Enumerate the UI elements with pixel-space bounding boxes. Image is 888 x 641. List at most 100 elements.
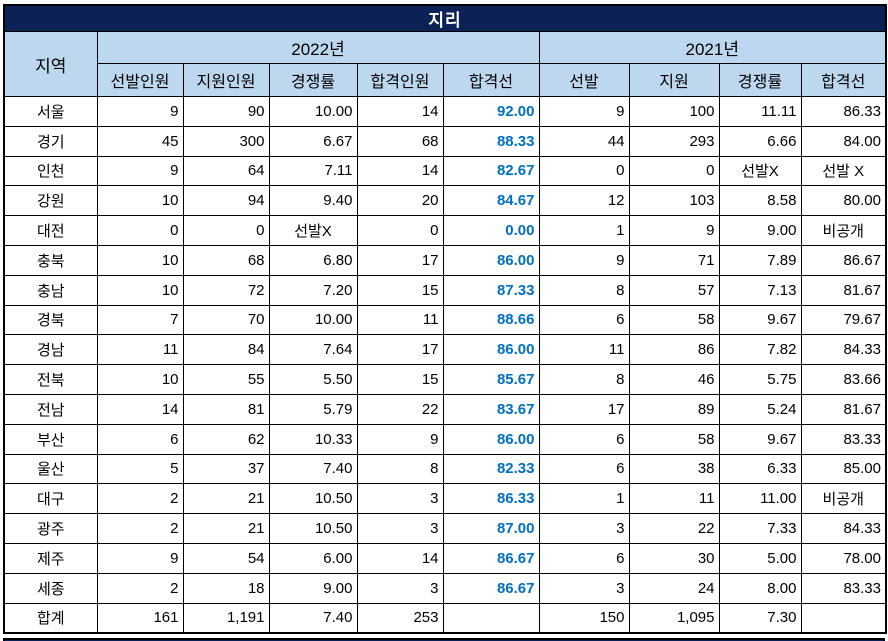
- value-cell: 83.66: [800, 364, 887, 395]
- year-2022-header: 2022년: [96, 31, 540, 64]
- value-cell: 7.11: [268, 155, 358, 187]
- region-cell: 대구: [3, 483, 98, 515]
- region-cell: 충남: [3, 274, 98, 306]
- value-cell: 6: [538, 304, 630, 336]
- col-2022-ratio: 경쟁률: [268, 63, 358, 97]
- value-cell: 81.67: [800, 393, 887, 425]
- value-cell: 9.67: [718, 423, 802, 455]
- year-group-row: 지역 2022년 2021년: [3, 31, 887, 97]
- value-cell: 5: [96, 453, 184, 485]
- region-cell: 광주: [3, 513, 98, 544]
- value-cell: 83.67: [442, 393, 540, 425]
- region-cell: 전북: [3, 364, 98, 395]
- value-cell: 0.00: [442, 215, 540, 246]
- value-cell: 81: [182, 393, 270, 425]
- table-row: 전남 14 81 5.79 22 83.67 17 89 5.24 81.67: [3, 393, 887, 425]
- table-row: 충남 10 72 7.20 15 87.33 8 57 7.13 81.67: [3, 274, 887, 306]
- value-cell: 22: [356, 393, 444, 425]
- value-cell: 7.33: [718, 513, 802, 544]
- value-cell: 5.24: [718, 393, 802, 425]
- value-cell: 11: [538, 334, 630, 366]
- value-cell: 2: [96, 483, 184, 515]
- value-cell: 9: [628, 215, 720, 246]
- value-cell: 62: [182, 423, 270, 455]
- region-cell: 강원: [3, 185, 98, 217]
- value-cell: 85.00: [800, 453, 887, 485]
- region-cell: 전남: [3, 393, 98, 425]
- value-cell: 84.33: [800, 334, 887, 366]
- value-cell: 2: [96, 572, 184, 604]
- value-cell: 1,191: [182, 602, 270, 634]
- value-cell: 선발X: [718, 155, 802, 187]
- value-cell: 3: [356, 513, 444, 544]
- region-cell: 울산: [3, 453, 98, 485]
- next-section-bar-partial: [3, 637, 885, 641]
- region-cell: 경남: [3, 334, 98, 366]
- value-cell: 83.33: [800, 572, 887, 604]
- value-cell: 86.67: [442, 542, 540, 574]
- value-cell: 10: [96, 244, 184, 276]
- table-row: 전북 10 55 5.50 15 85.67 8 46 5.75 83.66: [3, 364, 887, 395]
- table-row: 세종 2 18 9.00 3 86.67 3 24 8.00 83.33: [3, 572, 887, 604]
- value-cell: 6: [538, 423, 630, 455]
- value-cell: 9: [538, 244, 630, 276]
- value-cell: 1: [538, 483, 630, 515]
- col-2021-cutoff: 합격선: [800, 63, 887, 97]
- value-cell: 12: [538, 185, 630, 217]
- value-cell: 9: [96, 96, 184, 127]
- value-cell: 86.67: [800, 244, 887, 276]
- value-cell: 7.89: [718, 244, 802, 276]
- region-cell: 충북: [3, 244, 98, 276]
- value-cell: 38: [628, 453, 720, 485]
- value-cell: 선발 X: [800, 155, 887, 187]
- value-cell: 9.40: [268, 185, 358, 217]
- value-cell: 88.66: [442, 304, 540, 336]
- value-cell: 72: [182, 274, 270, 306]
- value-cell: 3: [538, 572, 630, 604]
- value-cell: 90: [182, 96, 270, 127]
- value-cell: 11: [356, 304, 444, 336]
- col-2022-selected: 선발인원: [96, 63, 184, 97]
- value-cell: 87.00: [442, 513, 540, 544]
- value-cell: 10.50: [268, 513, 358, 544]
- value-cell: 6: [538, 542, 630, 574]
- value-cell: 68: [182, 244, 270, 276]
- col-2022-passed: 합격인원: [356, 63, 444, 97]
- value-cell: 64: [182, 155, 270, 187]
- value-cell: 6.67: [268, 125, 358, 157]
- table-row: 울산 5 37 7.40 8 82.33 6 38 6.33 85.00: [3, 453, 887, 485]
- value-cell: 11: [628, 483, 720, 515]
- value-cell: 57: [628, 274, 720, 306]
- table-row: 대전 0 0 선발X 0 0.00 1 9 9.00 비공개: [3, 215, 887, 246]
- col-2022-applicants: 지원인원: [182, 63, 270, 97]
- value-cell: 비공개: [800, 483, 887, 515]
- value-cell: 71: [628, 244, 720, 276]
- value-cell: 86.00: [442, 244, 540, 276]
- region-cell: 부산: [3, 423, 98, 455]
- table-row: 제주 9 54 6.00 14 86.67 6 30 5.00 78.00: [3, 542, 887, 574]
- value-cell: 86.33: [442, 483, 540, 515]
- total-row: 합계 161 1,191 7.40 253 150 1,095 7.30: [3, 602, 887, 634]
- value-cell: 7.30: [718, 602, 802, 634]
- value-cell: 비공개: [800, 215, 887, 246]
- value-cell: 8: [538, 274, 630, 306]
- value-cell: 10: [96, 364, 184, 395]
- value-cell: 161: [96, 602, 184, 634]
- value-cell: 84.33: [800, 513, 887, 544]
- table-row: 광주 2 21 10.50 3 87.00 3 22 7.33 84.33: [3, 513, 887, 544]
- value-cell: 7.64: [268, 334, 358, 366]
- value-cell: 15: [356, 274, 444, 306]
- value-cell: 9: [96, 542, 184, 574]
- value-cell: 30: [628, 542, 720, 574]
- value-cell: 44: [538, 125, 630, 157]
- value-cell: 88.33: [442, 125, 540, 157]
- title-row: 지리: [3, 4, 887, 32]
- region-column-header: 지역: [3, 31, 98, 97]
- column-header-row: 선발인원 지원인원 경쟁률 합격인원 합격선 선발 지원 경쟁률 합격선: [4, 63, 887, 97]
- value-cell: 81.67: [800, 274, 887, 306]
- value-cell: [442, 602, 540, 634]
- value-cell: 7.82: [718, 334, 802, 366]
- region-cell: 합계: [3, 602, 98, 634]
- region-cell: 세종: [3, 572, 98, 604]
- value-cell: 5.79: [268, 393, 358, 425]
